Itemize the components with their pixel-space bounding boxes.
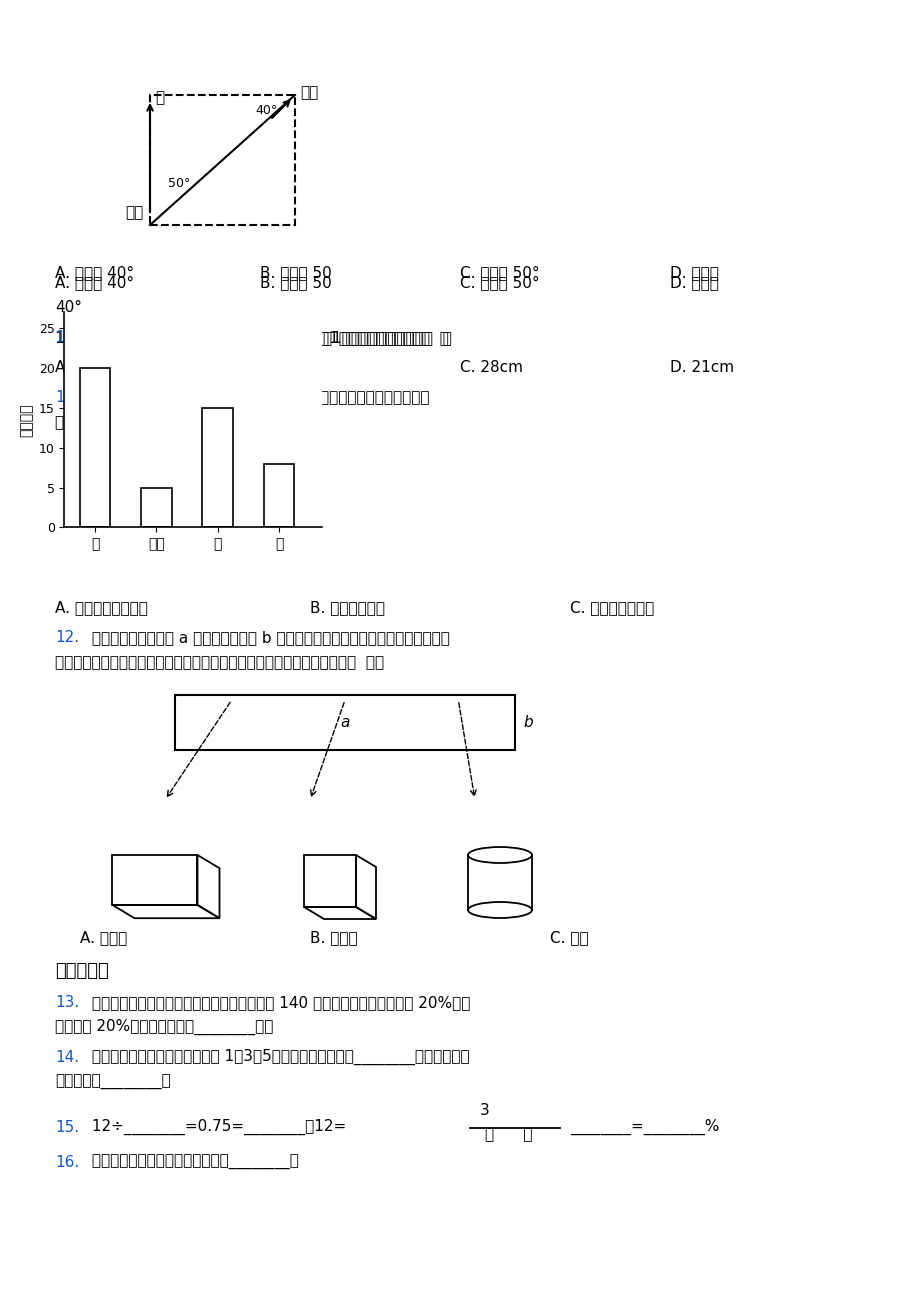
- Text: 用 42cm 长的铁丝围一个长方形，长和宽的比是 2：1，这个长方形的长是（  ）: 用 42cm 长的铁丝围一个长方形，长和宽的比是 2：1，这个长方形的长是（ ）: [87, 329, 451, 345]
- Text: A. 西偏南 40°: A. 西偏南 40°: [55, 266, 134, 280]
- Text: b: b: [522, 715, 532, 730]
- Bar: [141, 487, 172, 527]
- Text: 10.: 10.: [55, 329, 79, 345]
- Text: 圆形纸筒，再分别给它们别放一个底面。这三个图形相比，容积最大的是（  ）。: 圆形纸筒，再分别给它们别放一个底面。这三个图形相比，容积最大的是（ ）。: [55, 655, 384, 671]
- Text: 50°: 50°: [168, 177, 190, 190]
- Text: 12÷________=0.75=________：12=: 12÷________=0.75=________：12=: [87, 1118, 351, 1135]
- Text: a: a: [340, 715, 349, 730]
- Text: D. 南偏西: D. 南偏西: [669, 275, 718, 290]
- Text: 小强: 小强: [125, 204, 143, 220]
- Text: 12.: 12.: [55, 630, 79, 644]
- Text: 小林: 小林: [300, 85, 318, 100]
- Text: 天又提价 20%，这套书现价是________元。: 天又提价 20%，这套书现价是________元。: [55, 1018, 273, 1035]
- Text: 笑笑在班级里进行了一项调查，并把调查结果制成如右图所示的统计图。笑笑可能进: 笑笑在班级里进行了一项调查，并把调查结果制成如右图所示的统计图。笑笑可能进: [87, 391, 429, 405]
- Y-axis label: 学生人数: 学生人数: [19, 404, 33, 436]
- Text: 40°: 40°: [55, 299, 82, 315]
- Text: 11.: 11.: [55, 391, 79, 405]
- Text: 15.: 15.: [55, 1120, 79, 1135]
- Text: C. 北偏东 50°: C. 北偏东 50°: [460, 266, 539, 280]
- Text: B. 东偏北 50: B. 东偏北 50: [260, 275, 332, 290]
- Text: A. 西偏南 40°: A. 西偏南 40°: [55, 275, 134, 290]
- Bar: [264, 464, 294, 527]
- Text: A. 长方体: A. 长方体: [80, 930, 127, 945]
- Text: C. 北偏东 50°: C. 北偏东 50°: [460, 275, 539, 290]
- Text: 13.: 13.: [55, 995, 79, 1010]
- Text: 40°: 40°: [255, 104, 277, 117]
- Text: 如图，以长方形的边 a 作底面周长，边 b 作高，分别可以围成一个长方体、正方体和: 如图，以长方形的边 a 作底面周长，边 b 作高，分别可以围成一个长方体、正方体…: [87, 630, 449, 644]
- Text: A. 14cm: A. 14cm: [55, 359, 118, 375]
- Text: 3: 3: [480, 1103, 489, 1118]
- Text: B. 7cm: B. 7cm: [260, 359, 312, 375]
- Text: 乐乐想买一套《十万个为什么》，这套书原价 140 元，昨天有优惠活动降价 20%，今: 乐乐想买一套《十万个为什么》，这套书原价 140 元，昨天有优惠活动降价 20%…: [87, 995, 470, 1010]
- Text: B. 正方体: B. 正方体: [310, 930, 357, 945]
- Text: 北: 北: [154, 90, 164, 105]
- Text: C. 圆柱: C. 圆柱: [550, 930, 588, 945]
- Text: D. 21cm: D. 21cm: [669, 359, 733, 375]
- Text: 最小的角是________。: 最小的角是________。: [55, 1075, 171, 1090]
- Bar: [202, 408, 233, 527]
- Text: C. 你的宠物几岁了: C. 你的宠物几岁了: [570, 600, 653, 615]
- Text: C. 28cm: C. 28cm: [460, 359, 522, 375]
- Text: D. 南偏西: D. 南偏西: [669, 266, 718, 280]
- Text: 用四个不同的偶数组成一个比例：________。: 用四个不同的偶数组成一个比例：________。: [87, 1155, 299, 1170]
- Bar: [150, 95, 295, 225]
- Text: ________=________%: ________=________%: [570, 1118, 719, 1135]
- Text: 二、填空题: 二、填空题: [55, 962, 108, 980]
- Text: B. 你有几只宠物: B. 你有几只宠物: [310, 600, 384, 615]
- Bar: [80, 368, 110, 527]
- Text: （      ）: （ ）: [484, 1128, 532, 1142]
- Text: 16.: 16.: [55, 1155, 79, 1170]
- Text: 10.  用 42cm 长的铁丝围一个长方形，长和宽的比是 2：1，这个长方形的长是（  ）: 10. 用 42cm 长的铁丝围一个长方形，长和宽的比是 2：1，这个长方形的长…: [55, 329, 448, 345]
- Text: A. 你最喜欢什么宠物: A. 你最喜欢什么宠物: [55, 600, 148, 615]
- Text: 14.: 14.: [55, 1049, 79, 1065]
- Text: B. 东偏北 50: B. 东偏北 50: [260, 266, 332, 280]
- Text: 行的调查内容是（  ）。: 行的调查内容是（ ）。: [55, 415, 156, 430]
- Bar: [175, 695, 515, 750]
- Text: 一个三角形的三个角度数的比是 1：3：5，那么这个三角形是________三角形，其中: 一个三角形的三个角度数的比是 1：3：5，那么这个三角形是________三角形…: [87, 1049, 469, 1065]
